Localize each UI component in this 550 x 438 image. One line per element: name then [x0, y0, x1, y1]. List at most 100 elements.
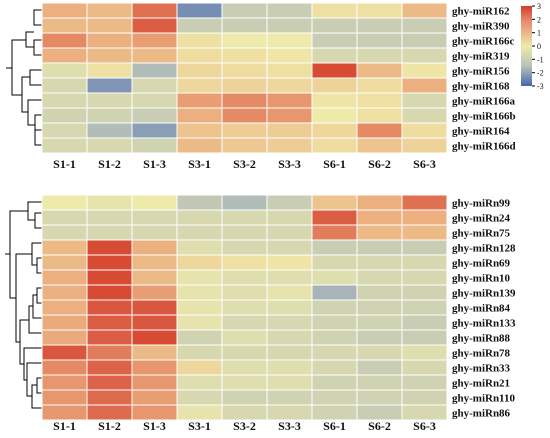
top-cell-r0-c7	[356, 2, 403, 19]
top-cell-r9-c2	[131, 137, 178, 154]
bottom-cell-r5-c6	[311, 269, 358, 286]
top-cell-r1-c6	[311, 17, 358, 34]
top-cell-r4-c1	[86, 62, 133, 79]
top-cell-r5-c3	[176, 77, 223, 94]
bottom-cell-r0-c8	[401, 194, 448, 211]
bottom-cell-r6-c2	[131, 284, 178, 301]
bottom-cell-r14-c5	[266, 404, 313, 421]
bottom-cell-r3-c6	[311, 239, 358, 256]
bottom-cell-r10-c2	[131, 344, 178, 361]
bottom-cell-r4-c4	[221, 254, 268, 271]
color-legend: 3 2 1 0 -1 -2 -3	[521, 2, 544, 91]
bottom-cell-r8-c8	[401, 314, 448, 331]
bottom-row-label: ghy-miRn75	[452, 228, 511, 240]
legend-colorbar	[521, 6, 532, 86]
top-cell-r9-c7	[356, 137, 403, 154]
top-cell-r0-c1	[86, 2, 133, 19]
top-row-label: ghy-miR166b	[452, 111, 516, 123]
bottom-cell-r0-c0	[41, 194, 88, 211]
top-cell-r7-c6	[311, 107, 358, 124]
top-cell-r1-c4	[221, 17, 268, 34]
bottom-cell-r13-c3	[176, 389, 223, 406]
top-cell-r8-c1	[86, 122, 133, 139]
bottom-cell-r13-c0	[41, 389, 88, 406]
top-cell-r8-c6	[311, 122, 358, 139]
bottom-cell-r5-c4	[221, 269, 268, 286]
top-cell-r4-c6	[311, 62, 358, 79]
bottom-row-label: ghy-miRn33	[452, 363, 511, 375]
top-row-labels: ghy-miR162 ghy-miR390 ghy-miR166c ghy-miR31…	[452, 6, 516, 153]
top-cell-r7-c8	[401, 107, 448, 124]
top-column-label: S3-2	[233, 157, 256, 171]
top-row-label: ghy-miR162	[452, 6, 510, 18]
top-cell-r2-c8	[401, 32, 448, 49]
top-cell-r5-c6	[311, 77, 358, 94]
top-cell-r9-c3	[176, 137, 223, 154]
bottom-cell-r2-c5	[266, 224, 313, 241]
top-cell-r3-c7	[356, 47, 403, 64]
legend-tick-label: 3	[537, 2, 541, 11]
bottom-cell-r8-c4	[221, 314, 268, 331]
bottom-cell-r9-c6	[311, 329, 358, 346]
top-cell-r4-c7	[356, 62, 403, 79]
bottom-cell-r9-c0	[41, 329, 88, 346]
bottom-cell-r5-c5	[266, 269, 313, 286]
bottom-cell-r3-c3	[176, 239, 223, 256]
bottom-cell-r12-c4	[221, 374, 268, 391]
bottom-row-label: ghy-miRn78	[452, 348, 511, 360]
top-cell-r2-c1	[86, 32, 133, 49]
top-cell-r8-c5	[266, 122, 313, 139]
top-dendrogram	[6, 9, 42, 146]
bottom-cell-r11-c8	[401, 359, 448, 376]
bottom-row-label: ghy-miRn139	[452, 288, 516, 300]
legend-tick-label: -2	[537, 69, 544, 78]
bottom-dendrogram	[5, 201, 42, 409]
bottom-column-label: S6-3	[413, 419, 436, 433]
bottom-cell-r13-c7	[356, 389, 403, 406]
bottom-cell-r9-c3	[176, 329, 223, 346]
bottom-cell-r9-c2	[131, 329, 178, 346]
bottom-cell-r5-c0	[41, 269, 88, 286]
bottom-cell-r10-c7	[356, 344, 403, 361]
bottom-cell-r9-c8	[401, 329, 448, 346]
top-cell-r4-c5	[266, 62, 313, 79]
bottom-cell-r1-c5	[266, 209, 313, 226]
bottom-cell-r7-c7	[356, 299, 403, 316]
bottom-cell-r8-c3	[176, 314, 223, 331]
bottom-cell-r1-c2	[131, 209, 178, 226]
top-cell-r4-c8	[401, 62, 448, 79]
top-cell-r1-c7	[356, 17, 403, 34]
top-cell-r7-c0	[41, 107, 88, 124]
bottom-cell-r4-c5	[266, 254, 313, 271]
top-heatmap-grid	[41, 2, 448, 154]
bottom-cell-r4-c6	[311, 254, 358, 271]
bottom-row-label: ghy-miRn128	[452, 243, 516, 255]
top-cell-r9-c4	[221, 137, 268, 154]
bottom-cell-r14-c3	[176, 404, 223, 421]
bottom-cell-r1-c7	[356, 209, 403, 226]
bottom-cell-r5-c7	[356, 269, 403, 286]
bottom-cell-r4-c1	[86, 254, 133, 271]
bottom-cell-r13-c6	[311, 389, 358, 406]
bottom-cell-r7-c1	[86, 299, 133, 316]
bottom-cell-r10-c5	[266, 344, 313, 361]
top-cell-r9-c0	[41, 137, 88, 154]
top-cell-r6-c3	[176, 92, 223, 109]
top-cell-r7-c3	[176, 107, 223, 124]
top-cell-r8-c2	[131, 122, 178, 139]
bottom-cell-r7-c2	[131, 299, 178, 316]
bottom-cell-r11-c6	[311, 359, 358, 376]
top-cell-r3-c6	[311, 47, 358, 64]
bottom-cell-r10-c1	[86, 344, 133, 361]
bottom-cell-r2-c6	[311, 224, 358, 241]
bottom-cell-r2-c4	[221, 224, 268, 241]
top-column-label: S6-2	[368, 157, 391, 171]
bottom-cell-r0-c2	[131, 194, 178, 211]
bottom-cell-r7-c3	[176, 299, 223, 316]
bottom-row-label: ghy-miRn86	[452, 408, 511, 420]
bottom-cell-r6-c1	[86, 284, 133, 301]
bottom-cell-r11-c5	[266, 359, 313, 376]
top-cell-r5-c2	[131, 77, 178, 94]
top-column-labels: S1-1 S1-2 S1-3 S3-1 S3-2 S3-3 S6-1 S6-2 S6-3	[53, 157, 436, 171]
bottom-cell-r1-c4	[221, 209, 268, 226]
